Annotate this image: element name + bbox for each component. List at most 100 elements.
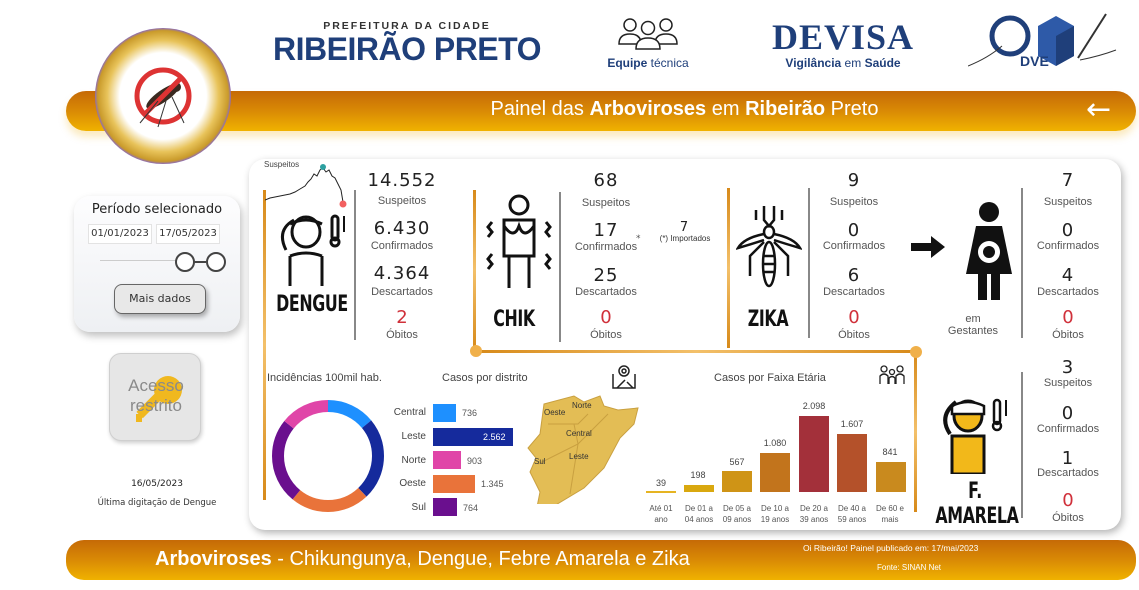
bar-value: 2.562: [483, 432, 506, 442]
family-icon: [879, 365, 905, 384]
bar-norte[interactable]: [433, 451, 461, 469]
devisa-logo: DEVISA Vigilância em Saúde: [748, 18, 938, 70]
date-slider-track[interactable]: [100, 260, 190, 261]
footer-bar: [66, 540, 1136, 580]
page-title: Painel das Arboviroses em Ribeirão Preto: [0, 98, 1139, 121]
gestantes-obitos-value: 0: [1062, 307, 1074, 328]
pregnant-woman-icon: [966, 202, 1012, 300]
age-bar[interactable]: [799, 416, 829, 492]
dengue-confirmados-value: 6.430: [373, 218, 431, 239]
bar-leste[interactable]: [433, 428, 513, 446]
svg-text:Central: Central: [566, 429, 592, 438]
dengue-orange-line: [263, 190, 266, 500]
zika-label: ZIKA: [747, 307, 789, 332]
bar-value: 903: [467, 456, 483, 466]
title-part: em: [706, 98, 746, 120]
equipe-tecnica-link[interactable]: Equipe técnica: [598, 14, 698, 70]
bar-oeste[interactable]: [433, 475, 475, 493]
gestantes-descartados-value: 4: [1061, 265, 1075, 286]
age-bar[interactable]: [646, 491, 676, 493]
age-bar[interactable]: [876, 462, 906, 492]
dengue-patient-icon: [280, 214, 345, 286]
age-label: Até 01 ano: [649, 504, 673, 524]
chik-orange-line: [473, 190, 476, 350]
no-mosquito-logo: [95, 28, 231, 164]
stat-label: Óbitos: [590, 329, 622, 341]
chik-pain-icon: [486, 194, 552, 288]
gestantes-suspeitos-value: 7: [1061, 170, 1075, 191]
stat-label: Confirmados: [574, 241, 638, 253]
zika-descartados-value: 6: [847, 265, 861, 286]
title-part: Preto: [825, 98, 879, 120]
mosquito-icon: [736, 206, 802, 288]
last-entry-date: 16/05/2023: [131, 479, 183, 489]
incidencias-donut-chart[interactable]: [272, 400, 384, 512]
fa-obitos-value: 0: [1062, 490, 1074, 511]
divider: [1021, 188, 1023, 338]
arrow-right-icon: [911, 236, 945, 258]
title-part-bold: Arboviroses: [589, 98, 707, 120]
chik-descartados-value: 25: [593, 265, 619, 286]
stat-label: Confirmados: [822, 240, 886, 252]
dve-logo: DVE: [967, 8, 1118, 74]
gestantes-confirmados-value: 0: [1061, 220, 1075, 241]
published-date: Oi Ribeirão! Painel publicado em: 17/mai…: [803, 543, 979, 553]
map-pin-icon[interactable]: [611, 364, 637, 390]
equipe-label: Equipe técnica: [607, 56, 689, 70]
stat-label: Descartados: [1037, 286, 1099, 298]
bar-sul[interactable]: [433, 498, 457, 516]
stat-label: Suspeitos: [377, 195, 427, 207]
age-bar[interactable]: [684, 485, 714, 492]
stat-label: Suspeitos: [829, 196, 879, 208]
back-arrow-icon[interactable]: ←: [1086, 92, 1112, 127]
data-source: Fonte: SINAN Net: [877, 563, 942, 572]
acesso-restrito-button[interactable]: Acesso restrito: [109, 353, 201, 441]
age-value: 198: [690, 470, 706, 480]
age-value: 1.080: [763, 438, 787, 448]
age-bar[interactable]: [760, 453, 790, 492]
start-date-input[interactable]: 01/01/2023: [88, 224, 152, 244]
bar-category: Sul: [411, 502, 426, 513]
periodo-title: Período selecionado: [91, 202, 223, 217]
dengue-label: DENGUE: [276, 292, 348, 317]
slider-handle-start[interactable]: [175, 252, 195, 272]
end-date-input[interactable]: 17/05/2023: [156, 224, 220, 244]
stat-label: Suspeitos: [581, 197, 631, 209]
divider: [354, 190, 356, 340]
prefeitura-small: PREFEITURA DA CIDADE: [323, 20, 491, 32]
devisa-title: DEVISA: [771, 17, 915, 57]
age-bar[interactable]: [722, 471, 752, 492]
chik-obitos-value: 0: [600, 307, 612, 328]
bar-value: 736: [462, 408, 478, 418]
horizontal-orange-line: [476, 350, 916, 353]
dengue-sparkline[interactable]: [265, 162, 355, 210]
asterisk: *: [636, 234, 641, 244]
age-bar[interactable]: [837, 434, 867, 492]
age-value: 2.098: [802, 401, 826, 411]
mais-dados-button[interactable]: Mais dados: [114, 284, 206, 314]
bar-central[interactable]: [433, 404, 456, 422]
title-part: Painel das: [490, 98, 590, 120]
stat-label: Confirmados: [1036, 423, 1100, 435]
age-value: 841: [882, 447, 898, 457]
svg-text:DVE: DVE: [1020, 53, 1049, 69]
zika-confirmados-value: 0: [847, 220, 861, 241]
stat-label: Óbitos: [1052, 512, 1084, 524]
stat-label: Óbitos: [838, 329, 870, 341]
svg-text:Leste: Leste: [569, 452, 589, 461]
zika-obitos-value: 0: [848, 307, 860, 328]
dengue-suspeitos-value: 14.552: [367, 170, 437, 191]
title-part-bold: Ribeirão: [745, 98, 826, 120]
stat-label: Suspeitos: [1043, 196, 1093, 208]
age-value: 39: [655, 478, 666, 488]
stat-label: Descartados: [371, 286, 433, 298]
team-icon: [618, 18, 678, 50]
bar-category: Norte: [401, 455, 426, 466]
age-label: De 40 a 59 anos: [837, 504, 867, 524]
connector-dot: [910, 346, 922, 358]
fa-confirmados-value: 0: [1061, 403, 1075, 424]
slider-handle-end[interactable]: [206, 252, 226, 272]
district-map[interactable]: Oeste Norte Central Sul Leste: [524, 384, 644, 504]
connector-dot: [470, 345, 482, 357]
